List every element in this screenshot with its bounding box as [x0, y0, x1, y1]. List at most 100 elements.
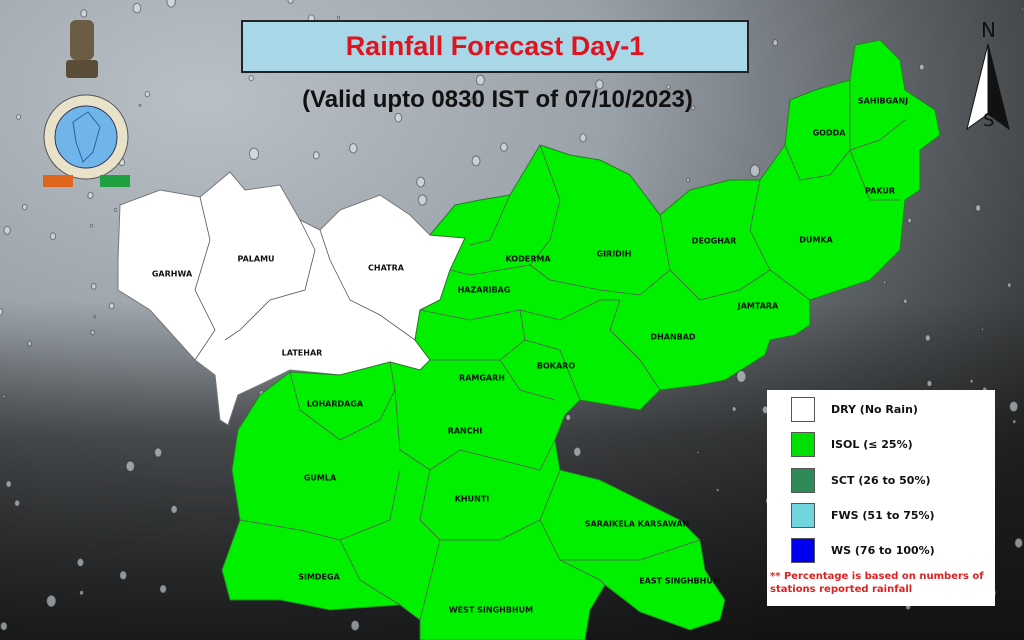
district-label-sahibganj: SAHIBGANJ [857, 96, 909, 106]
north-arrow-icon [966, 44, 1010, 131]
raindrop [76, 558, 85, 567]
raindrop [975, 204, 982, 212]
district-label-simdega: SIMDEGA [298, 572, 340, 582]
raindrop [666, 84, 671, 90]
raindrop [926, 380, 933, 387]
raindrop [90, 329, 95, 336]
raindrop [46, 594, 57, 608]
district-label-jamtara: JAMTARA [737, 301, 779, 311]
legend-label: ISOL (≤ 25%) [831, 438, 913, 451]
district-label-garhwa: GARHWA [151, 269, 193, 279]
raindrop [132, 2, 142, 14]
title-box: Rainfall Forecast Day-1 [241, 20, 749, 73]
raindrop [79, 590, 84, 596]
raindrop [248, 74, 254, 82]
district-label-chatra: CHATRA [368, 263, 404, 273]
raindrop [882, 280, 887, 285]
legend-swatch [791, 503, 815, 528]
ashoka-emblem-icon [66, 20, 98, 78]
raindrop [686, 177, 690, 183]
raindrop [736, 370, 747, 383]
raindrop [471, 155, 481, 167]
raindrop [248, 147, 260, 161]
raindrop [394, 112, 403, 123]
district-label-saraikela-karsawan: SARAIKELA KARSAWAN [584, 519, 690, 529]
legend-label: SCT (26 to 50%) [831, 474, 931, 487]
raindrop [16, 113, 22, 120]
district-label-deoghar: DEOGHAR [691, 236, 737, 246]
district-label-pakur: PAKUR [864, 186, 896, 196]
raindrop [416, 176, 426, 188]
district-label-godda: GODDA [812, 128, 846, 138]
north-label: N [981, 18, 996, 42]
raindrop [417, 194, 428, 206]
raindrop [336, 15, 341, 20]
district-boundaries [194, 80, 906, 621]
raindrop [154, 447, 163, 458]
raindrop [2, 394, 6, 399]
raindrop [350, 619, 360, 632]
district-label-dhanbad: DHANBAD [650, 332, 696, 342]
district-label-latehar: LATEHAR [281, 348, 323, 358]
district-label-giridih: GIRIDIH [596, 249, 632, 259]
district-label-palamu: PALAMU [237, 254, 275, 264]
raindrop [144, 90, 150, 98]
raindrop [125, 460, 136, 472]
legend-item-dry: DRY (No Rain) [791, 397, 918, 422]
raindrop [565, 414, 572, 421]
district-label-bokaro: BOKARO [536, 361, 576, 371]
raindrop [0, 621, 8, 631]
raindrop [1007, 282, 1012, 288]
raindrop [918, 63, 925, 71]
raindrop [981, 327, 984, 331]
legend-label: FWS (51 to 75%) [831, 509, 935, 522]
legend-item-fws: FWS (51 to 75%) [791, 503, 935, 528]
north-arrow: N S [963, 18, 1013, 138]
map-title: Rainfall Forecast Day-1 [345, 31, 645, 61]
raindrop [138, 103, 142, 107]
legend-swatch [791, 538, 815, 563]
district-label-gumla: GUMLA [303, 473, 337, 483]
raindrop [21, 203, 28, 211]
legend: DRY (No Rain) ISOL (≤ 25%) SCT (26 to 50… [767, 390, 995, 606]
raindrop [90, 282, 97, 290]
raindrop [80, 9, 88, 18]
raindrop [166, 0, 176, 8]
raindrop [691, 105, 696, 111]
district-label-east-singhbhum: EAST SINGHBHUM [639, 576, 721, 586]
district-label-hazaribag: HAZARIBAG [457, 285, 511, 295]
raindrop [772, 39, 779, 47]
legend-label: WS (76 to 100%) [831, 544, 935, 557]
legend-note: ** Percentage is based on numbers of sta… [770, 571, 984, 595]
raindrop [170, 505, 178, 514]
district-label-koderma: KODERMA [505, 254, 551, 264]
imd-logo [38, 12, 138, 196]
raindrop [969, 378, 974, 384]
raindrop [573, 446, 582, 457]
raindrop [159, 584, 167, 594]
raindrop [716, 488, 720, 493]
raindrop [0, 308, 4, 316]
raindrop [3, 225, 11, 235]
raindrop [119, 570, 128, 581]
raindrop [49, 232, 57, 241]
raindrop [595, 79, 604, 90]
south-label: S [983, 110, 995, 131]
legend-swatch [791, 397, 815, 422]
raindrop [924, 334, 931, 342]
district-label-dumka: DUMKA [799, 235, 833, 245]
raindrop [500, 142, 508, 152]
district-label-west-singhbhum: WEST SINGHBHUM [448, 605, 534, 615]
district-label-ramgarh: RAMGARH [459, 373, 505, 383]
district-label-lohardaga: LOHARDAGA [306, 399, 364, 409]
raindrop [113, 207, 118, 213]
legend-swatch [791, 468, 815, 493]
raindrop [749, 164, 761, 177]
raindrop [1012, 419, 1017, 424]
raindrop [470, 96, 478, 105]
legend-label: DRY (No Rain) [831, 403, 918, 416]
raindrop [1014, 537, 1023, 549]
raindrop [5, 480, 12, 488]
raindrop [475, 74, 485, 86]
